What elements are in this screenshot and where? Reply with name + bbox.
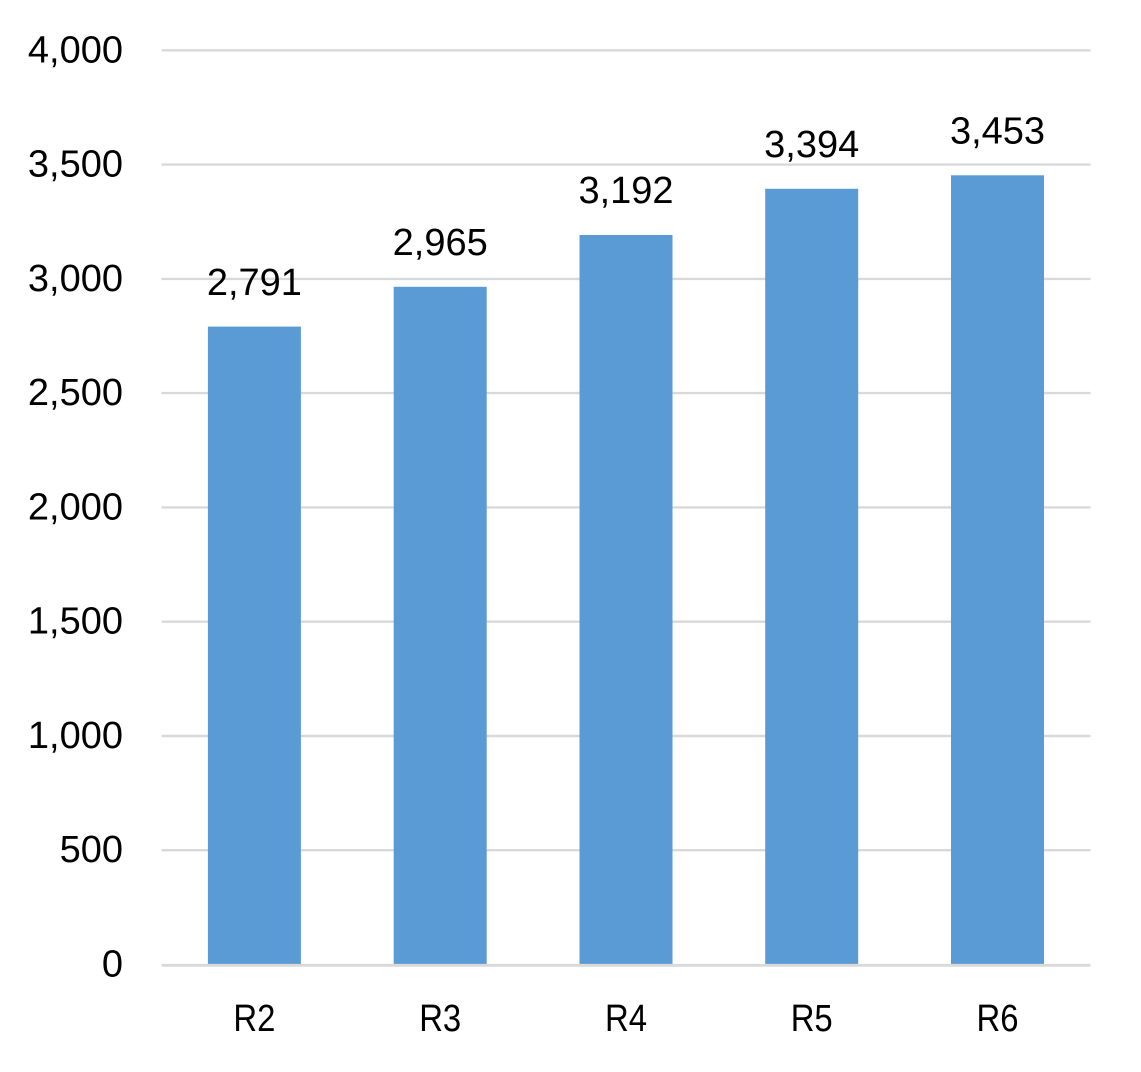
svg-text:2,500: 2,500 (28, 372, 123, 414)
svg-text:3,500: 3,500 (28, 144, 123, 186)
svg-text:3,453: 3,453 (950, 111, 1045, 153)
svg-text:2,965: 2,965 (393, 222, 488, 264)
svg-text:2,791: 2,791 (207, 262, 302, 304)
svg-text:R2: R2 (233, 998, 275, 1040)
svg-text:R4: R4 (605, 998, 647, 1040)
svg-text:1,500: 1,500 (28, 601, 123, 643)
svg-text:2,000: 2,000 (28, 486, 123, 528)
svg-text:R5: R5 (791, 998, 833, 1040)
svg-text:R6: R6 (977, 998, 1019, 1040)
svg-text:4,000: 4,000 (28, 29, 123, 71)
svg-text:1,000: 1,000 (28, 715, 123, 757)
svg-text:3,000: 3,000 (28, 258, 123, 300)
svg-text:3,394: 3,394 (764, 124, 859, 166)
svg-text:0: 0 (102, 944, 123, 986)
svg-text:500: 500 (60, 829, 123, 871)
svg-text:3,192: 3,192 (578, 170, 673, 212)
svg-text:R3: R3 (419, 998, 461, 1040)
